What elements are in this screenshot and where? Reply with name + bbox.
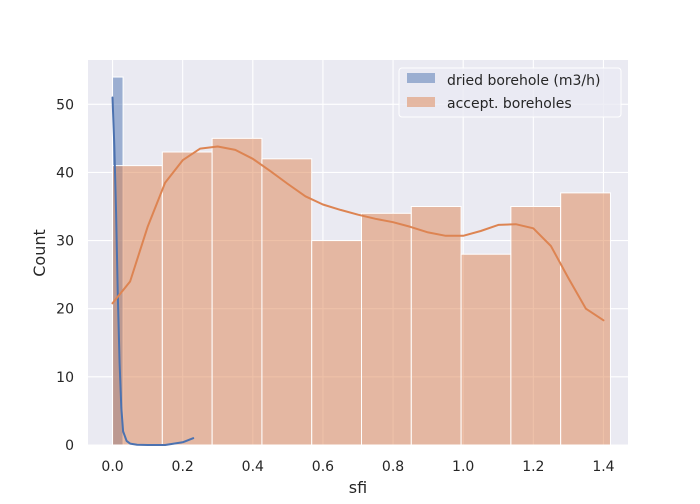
- x-tick-label: 0.8: [382, 459, 404, 475]
- y-tick-label: 0: [65, 438, 74, 454]
- x-tick-label: 1.0: [452, 459, 474, 475]
- histogram-bar-accept-3: [261, 158, 313, 446]
- kde-line-accept: [111, 145, 605, 322]
- histogram-bar-accept-8: [510, 206, 562, 446]
- histogram-bar-accept-2: [211, 137, 263, 446]
- histogram-bar-accept-4: [311, 240, 363, 446]
- x-ticks: 0.0 0.2 0.4 0.6 0.8 1.0 1.2 1.4: [101, 459, 614, 475]
- y-tick-label: 10: [56, 370, 74, 386]
- y-axis-label: Count: [30, 229, 49, 277]
- kde-line-dried: [111, 96, 195, 446]
- legend-swatch-dried: [407, 73, 435, 83]
- x-tick-label: 1.4: [592, 459, 614, 475]
- x-tick-label: 0.4: [242, 459, 264, 475]
- histogram-bar-accept-6: [410, 206, 462, 446]
- legend-label-accept: accept. boreholes: [447, 96, 572, 112]
- histogram-bar-accept-5: [361, 212, 412, 446]
- y-tick-label: 40: [56, 165, 74, 181]
- y-tick-label: 20: [56, 302, 74, 318]
- legend-swatch-accept: [407, 97, 435, 107]
- y-ticks: 0 10 20 30 40 50: [56, 97, 74, 454]
- legend: dried borehole (m3/h) accept. boreholes: [398, 67, 622, 118]
- kde-layer: [111, 96, 605, 446]
- x-tick-label: 0.2: [172, 459, 194, 475]
- x-tick-label: 0.6: [312, 459, 334, 475]
- legend-label-dried: dried borehole (m3/h): [447, 73, 600, 89]
- histogram-bar-accept-1: [161, 151, 213, 446]
- y-tick-label: 50: [56, 97, 74, 113]
- histogram-bar-accept-7: [460, 253, 512, 446]
- legend-frame: [398, 67, 622, 118]
- x-tick-label: 0.0: [101, 459, 123, 475]
- y-tick-label: 30: [56, 234, 74, 250]
- x-axis-label: sfi: [349, 478, 367, 497]
- x-tick-label: 1.2: [522, 459, 544, 475]
